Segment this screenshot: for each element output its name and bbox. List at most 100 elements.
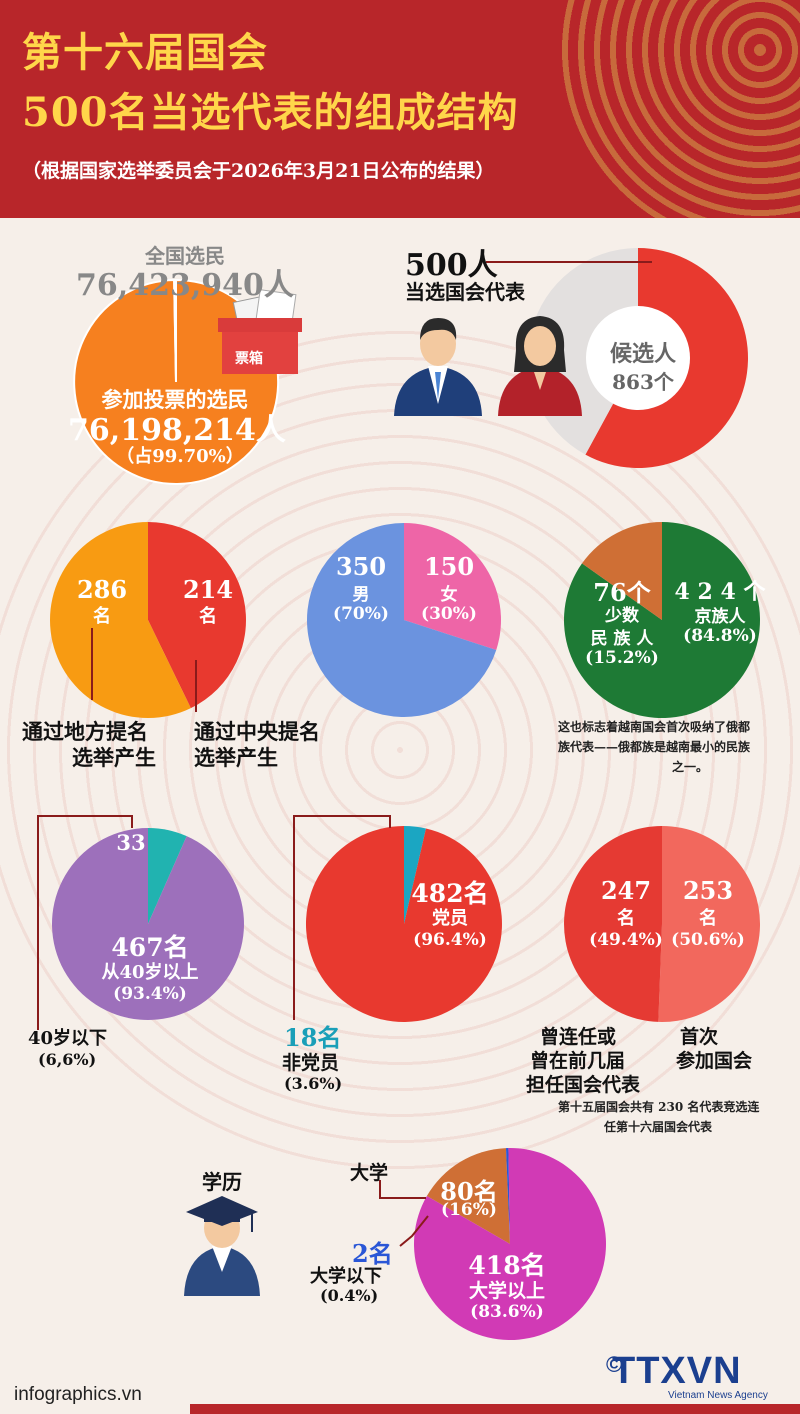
elected-value: 500人 bbox=[405, 248, 498, 283]
ethnicity-kinh-value: 4 2 4 个 bbox=[674, 579, 766, 605]
nomination-slice-2 bbox=[49, 522, 191, 718]
education-university-pct: (16%) bbox=[441, 1200, 497, 1220]
gender-slice-2 bbox=[306, 523, 497, 717]
reelection-reelected-label-1: 曾连任或 bbox=[540, 1026, 617, 1048]
ethnicity-note-3: 之一。 bbox=[672, 760, 709, 774]
footer: infographics.vn bbox=[0, 1376, 800, 1414]
footer-site-link[interactable]: infographics.vn bbox=[14, 1384, 142, 1405]
reelection-reelected-label-3: 担任国会代表 bbox=[526, 1074, 641, 1096]
ttxvn-logo: TTXVN bbox=[612, 1350, 742, 1392]
age-over40-value: 467名 bbox=[111, 933, 189, 962]
education-above-value: 418名 bbox=[468, 1251, 546, 1280]
reelection-reelected-unit: 名 bbox=[617, 908, 635, 929]
party-member-value: 482名 bbox=[411, 879, 489, 908]
reelection-slice-1 bbox=[658, 826, 761, 1023]
footer-bar bbox=[190, 1404, 800, 1414]
party-slice-1 bbox=[404, 826, 426, 924]
education-university-value: 80名 bbox=[440, 1177, 498, 1206]
party-nonmember-value: 18名 bbox=[284, 1023, 342, 1052]
reelection-reelected-pct: (49.4%) bbox=[589, 930, 663, 950]
total-voters-value: 76,423,940人 bbox=[76, 268, 294, 303]
gender-male-label: 男 bbox=[352, 585, 370, 605]
education-university-label: 大学 bbox=[350, 1162, 389, 1184]
education-below-label: 大学以下 bbox=[310, 1266, 382, 1287]
reelection-first-value: 253 bbox=[682, 876, 734, 905]
party-member-label: 党员 bbox=[432, 908, 468, 929]
pointer-nonmember bbox=[293, 815, 391, 1020]
pointer-below bbox=[399, 1215, 429, 1247]
reelection-reelected-label-2: 曾在前几届 bbox=[530, 1050, 626, 1072]
reelection-slice-2 bbox=[564, 826, 662, 1022]
reelection-note-2: 任第十六届国会代表 bbox=[604, 1120, 713, 1134]
candidates-center-label: 候选人 bbox=[609, 341, 676, 367]
age-slice-1 bbox=[148, 828, 187, 924]
voted-label: 参加投票的选民 bbox=[101, 387, 249, 412]
age-under40-value: 33 bbox=[116, 830, 146, 855]
candidates-donut-hole bbox=[586, 306, 690, 410]
male-delegate-icon bbox=[394, 318, 482, 416]
gender-pie bbox=[306, 523, 501, 717]
nomination-local-label-2: 选举产生 bbox=[72, 745, 156, 770]
reelection-reelected-value: 247 bbox=[600, 876, 652, 905]
pointer-under40 bbox=[37, 815, 133, 1030]
pointer-lines bbox=[37, 261, 652, 1247]
education-above-label: 大学以上 bbox=[468, 1280, 545, 1302]
nomination-central-value: 214 bbox=[182, 575, 234, 604]
ttxvn-logo-subtitle: Vietnam News Agency bbox=[668, 1390, 768, 1401]
reelection-note-1: 第十五届国会共有 230 名代表竞选连 bbox=[558, 1100, 760, 1114]
education-below-value: 2名 bbox=[352, 1239, 393, 1268]
nomination-local-unit: 名 bbox=[93, 606, 111, 627]
reelection-first-label-1: 首次 bbox=[680, 1026, 719, 1048]
page-title-line2: 500名当选代表的组成结构 bbox=[22, 89, 519, 136]
ethnicity-note-2: 族代表——俄都族是越南最小的民族 bbox=[558, 740, 751, 754]
voted-value: 76,198,214人 bbox=[68, 413, 286, 448]
gender-slice-1 bbox=[404, 523, 501, 650]
female-delegate-icon bbox=[498, 316, 582, 416]
ethnicity-minority-label-1: 少数 bbox=[605, 606, 639, 626]
nomination-local-label-1: 通过地方提名 bbox=[22, 719, 148, 744]
page-title-line1: 第十六届国会 bbox=[22, 29, 268, 76]
age-pie bbox=[51, 827, 244, 1020]
header-banner: 第十六届国会 500名当选代表的组成结构 （根据国家选举委员会于2026年3月2… bbox=[0, 0, 800, 218]
voters-slice-2 bbox=[173, 278, 177, 383]
nomination-central-label-1: 通过中央提名 bbox=[194, 719, 320, 744]
education-slice-1 bbox=[426, 1148, 510, 1244]
gender-female-value: 150 bbox=[423, 552, 475, 581]
party-nonmember-pct: (3.6%) bbox=[284, 1074, 343, 1093]
reelection-first-unit: 名 bbox=[699, 908, 717, 929]
reelection-first-pct: (50.6%) bbox=[671, 930, 745, 950]
ethnicity-pie bbox=[564, 522, 761, 718]
ethnicity-minority-label-2: 民 族 人 bbox=[590, 629, 654, 649]
page-subtitle: （根据国家选举委员会于2026年3月21日公布的结果） bbox=[22, 160, 495, 182]
age-slice-2 bbox=[51, 827, 244, 1020]
party-slice-2 bbox=[305, 826, 502, 1022]
gender-male-pct: (70%) bbox=[333, 604, 389, 624]
age-under40-pct: (6,6%) bbox=[38, 1050, 97, 1069]
gender-female-label: 女 bbox=[440, 585, 458, 605]
reelection-first-label-2: 参加国会 bbox=[676, 1050, 753, 1072]
nomination-pie bbox=[49, 522, 246, 718]
voted-pct: （占99.70%） bbox=[116, 446, 244, 467]
age-over40-label: 从40岁以上 bbox=[101, 962, 199, 983]
ethnicity-minority-value: 76个 bbox=[593, 578, 651, 607]
gender-female-pct: (30%) bbox=[421, 604, 477, 624]
pointer-university bbox=[379, 1180, 426, 1199]
ethnicity-slice-2 bbox=[582, 522, 662, 620]
candidates-center-value: 863个 bbox=[612, 370, 674, 394]
ethnicity-minority-pct: (15.2%) bbox=[585, 648, 659, 668]
nomination-central-label-2: 选举产生 bbox=[194, 745, 278, 770]
ballot-box-label: 票箱 bbox=[235, 351, 263, 367]
copyright-symbol: © bbox=[606, 1352, 623, 1377]
ethnicity-slice-1 bbox=[564, 522, 761, 718]
age-over40-pct: (93.4%) bbox=[113, 984, 187, 1004]
education-above-pct: (83.6%) bbox=[470, 1302, 544, 1322]
education-below-pct: (0.4%) bbox=[320, 1286, 379, 1305]
ballot-box-icon bbox=[218, 289, 302, 374]
ethnicity-kinh-pct: (84.8%) bbox=[683, 626, 757, 646]
education-heading: 学历 bbox=[202, 1170, 242, 1194]
party-pie bbox=[305, 826, 502, 1022]
education-pie bbox=[414, 1147, 607, 1340]
ethnicity-kinh-label: 京族人 bbox=[694, 607, 746, 627]
reelection-pie bbox=[564, 826, 761, 1023]
